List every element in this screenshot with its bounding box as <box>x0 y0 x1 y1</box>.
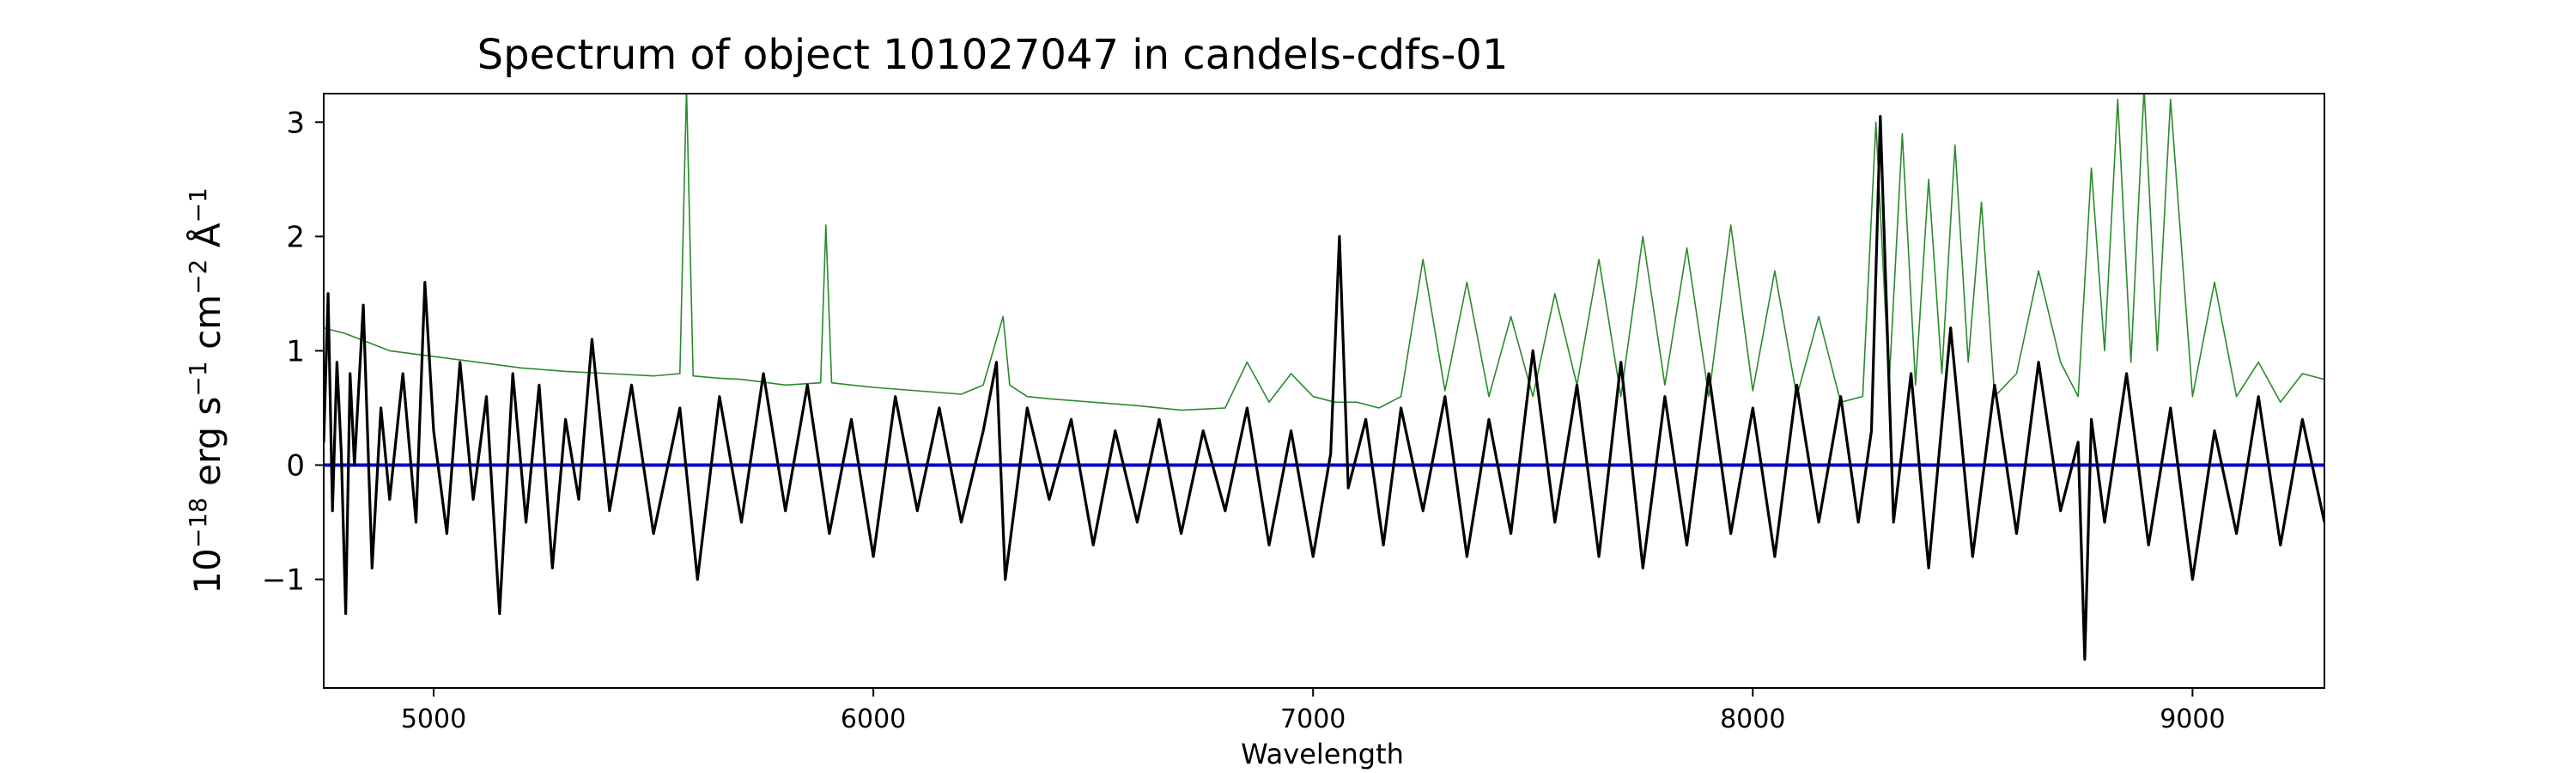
y-tick-label: −1 <box>262 563 305 598</box>
y-axis-label-exp4: −1 <box>184 187 212 222</box>
y-axis-label-exp2: −1 <box>184 361 212 396</box>
y-axis-label-unit2: cm <box>186 295 228 361</box>
chart-title: Spectrum of object 101027047 in candels-… <box>477 31 1509 79</box>
x-tick-label: 5000 <box>401 704 466 734</box>
plot-frame <box>323 93 2325 689</box>
y-tick-label: 2 <box>286 220 305 254</box>
plot-layer <box>324 94 2324 661</box>
y-tick-label: 3 <box>286 106 305 140</box>
y-axis-label: 10−18 erg s−1 cm−2 Å−1 <box>184 187 228 593</box>
y-axis-label-unit3: Å <box>185 222 228 259</box>
y-axis-label-exp3: −2 <box>184 259 212 295</box>
ticks-layer: 5000 6000 7000 8000 9000 −1 0 1 2 3 <box>262 106 2226 734</box>
x-tick-label: 6000 <box>841 704 906 734</box>
flux-series-line <box>324 115 2324 661</box>
x-axis-label: Wavelength <box>1241 738 1404 770</box>
x-tick-label: 9000 <box>2160 704 2225 734</box>
x-tick-label: 7000 <box>1280 704 1346 734</box>
x-tick-label: 8000 <box>1720 704 1785 734</box>
y-tick-label: 1 <box>286 334 305 368</box>
error-series-line <box>324 94 2324 411</box>
y-axis-label-base: 10 <box>186 548 228 593</box>
y-axis-label-exp1: −18 <box>184 497 212 548</box>
y-axis-label-unit1: erg s <box>186 397 228 498</box>
y-tick-label: 0 <box>286 449 305 484</box>
